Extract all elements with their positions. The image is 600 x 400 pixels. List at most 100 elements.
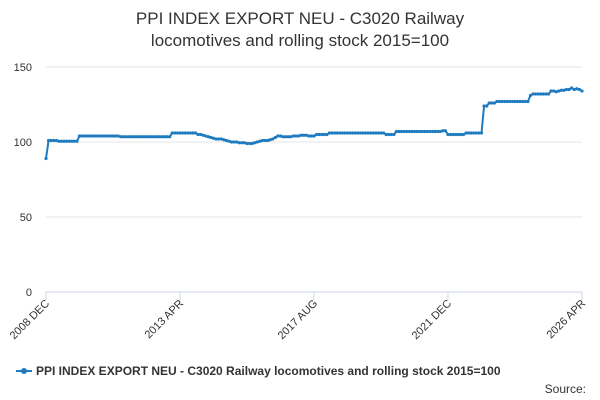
point xyxy=(317,132,321,137)
point xyxy=(54,138,58,143)
point xyxy=(72,139,76,143)
point xyxy=(83,134,87,138)
point xyxy=(98,134,102,138)
point xyxy=(240,141,244,145)
point xyxy=(400,129,404,134)
point xyxy=(392,132,396,137)
point xyxy=(278,134,283,138)
point xyxy=(49,138,53,143)
point xyxy=(418,129,422,134)
point xyxy=(291,134,295,138)
point xyxy=(59,139,64,143)
point xyxy=(340,131,344,135)
point xyxy=(304,133,308,137)
point xyxy=(485,104,489,108)
point xyxy=(394,129,399,134)
series-line xyxy=(45,86,583,159)
point xyxy=(374,131,378,135)
point xyxy=(479,131,484,135)
point xyxy=(510,99,515,104)
point xyxy=(175,131,180,135)
point xyxy=(528,93,533,98)
point xyxy=(271,137,275,141)
point xyxy=(477,131,481,135)
point xyxy=(384,132,388,137)
point xyxy=(497,99,502,104)
point xyxy=(345,131,350,135)
point xyxy=(211,136,216,140)
point xyxy=(142,135,146,139)
point xyxy=(302,133,306,137)
point xyxy=(526,99,530,104)
point xyxy=(157,135,161,139)
point xyxy=(103,134,107,138)
point xyxy=(147,135,151,139)
point xyxy=(361,131,365,135)
point xyxy=(459,132,463,137)
point xyxy=(389,132,393,137)
point xyxy=(356,131,360,135)
point xyxy=(52,138,56,143)
y-tick-label: 50 xyxy=(20,212,32,224)
point xyxy=(186,131,190,135)
point xyxy=(95,134,100,138)
point xyxy=(273,135,277,140)
point xyxy=(183,131,187,135)
point xyxy=(134,135,138,139)
point xyxy=(521,99,525,104)
point xyxy=(381,131,386,135)
point xyxy=(44,156,48,161)
point xyxy=(170,131,174,135)
point xyxy=(376,131,381,135)
point xyxy=(451,132,455,137)
point xyxy=(552,89,556,93)
point xyxy=(90,134,94,138)
point xyxy=(492,101,496,105)
point xyxy=(191,131,195,135)
point xyxy=(495,99,499,104)
point xyxy=(570,86,574,90)
point xyxy=(132,135,136,139)
point xyxy=(70,139,74,143)
point xyxy=(260,138,265,143)
x-tick-label: 2021 DEC xyxy=(410,298,454,342)
point xyxy=(289,135,293,139)
point xyxy=(366,131,370,135)
point xyxy=(523,99,527,104)
point xyxy=(546,92,551,96)
point xyxy=(562,88,566,92)
point xyxy=(139,135,143,139)
point xyxy=(358,131,362,135)
point xyxy=(46,138,51,143)
point xyxy=(77,134,82,138)
point xyxy=(75,139,79,143)
point xyxy=(258,139,262,143)
point xyxy=(531,92,535,96)
point xyxy=(536,92,540,96)
point xyxy=(113,134,118,138)
point xyxy=(557,89,561,93)
point xyxy=(235,140,239,144)
point xyxy=(420,129,424,134)
point xyxy=(193,131,198,135)
point xyxy=(490,101,494,105)
point xyxy=(165,135,169,139)
point xyxy=(330,131,334,135)
point xyxy=(327,131,332,135)
point xyxy=(250,141,254,146)
point xyxy=(402,129,406,134)
chart-title: PPI INDEX EXPORT NEU - C3020 Railway loco… xyxy=(136,9,465,50)
point xyxy=(276,134,280,138)
point xyxy=(178,131,182,135)
point xyxy=(286,135,290,139)
point xyxy=(116,134,120,138)
point xyxy=(515,99,520,104)
point xyxy=(351,131,355,135)
y-tick-label: 0 xyxy=(26,287,32,299)
point xyxy=(57,139,61,143)
point xyxy=(108,134,113,138)
point xyxy=(266,138,270,143)
point xyxy=(430,129,435,134)
point xyxy=(469,131,473,135)
